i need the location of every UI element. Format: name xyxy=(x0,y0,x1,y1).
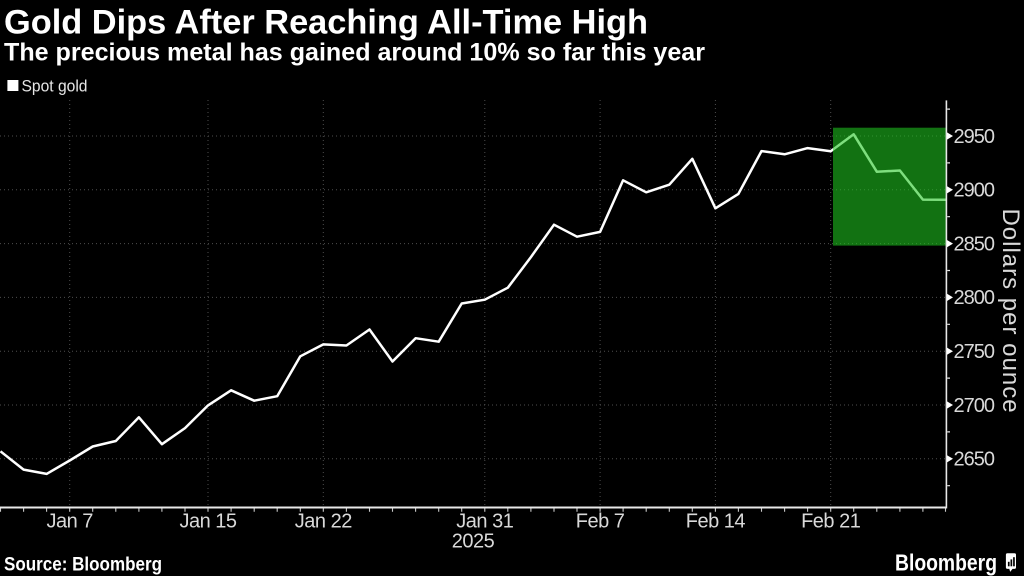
svg-text:Feb 21: Feb 21 xyxy=(801,511,861,533)
svg-text:Spot gold: Spot gold xyxy=(22,76,88,95)
svg-text:2025: 2025 xyxy=(452,531,495,553)
svg-text:2800: 2800 xyxy=(954,287,995,309)
svg-text:Gold Dips After Reaching All-T: Gold Dips After Reaching All-Time High xyxy=(4,3,648,41)
svg-text:Feb 14: Feb 14 xyxy=(686,511,746,533)
svg-text:2650: 2650 xyxy=(954,449,995,471)
svg-text:Jan 22: Jan 22 xyxy=(295,511,352,533)
svg-text:Jan 15: Jan 15 xyxy=(179,511,236,533)
svg-text:Jan 31: Jan 31 xyxy=(456,511,513,533)
svg-text:The precious metal has gained: The precious metal has gained around 10%… xyxy=(4,38,705,66)
svg-text:2750: 2750 xyxy=(954,341,995,363)
svg-text:Dollars per ounce: Dollars per ounce xyxy=(997,208,1024,413)
svg-text:Feb 7: Feb 7 xyxy=(576,511,625,533)
svg-text:2700: 2700 xyxy=(954,395,995,417)
svg-text:2850: 2850 xyxy=(954,233,995,255)
svg-text:Bloomberg: Bloomberg xyxy=(895,550,997,576)
svg-text:Source: Bloomberg: Source: Bloomberg xyxy=(4,554,162,576)
svg-text:2950: 2950 xyxy=(954,126,995,148)
svg-text:Jan 7: Jan 7 xyxy=(46,511,93,533)
svg-text:2900: 2900 xyxy=(954,180,995,202)
